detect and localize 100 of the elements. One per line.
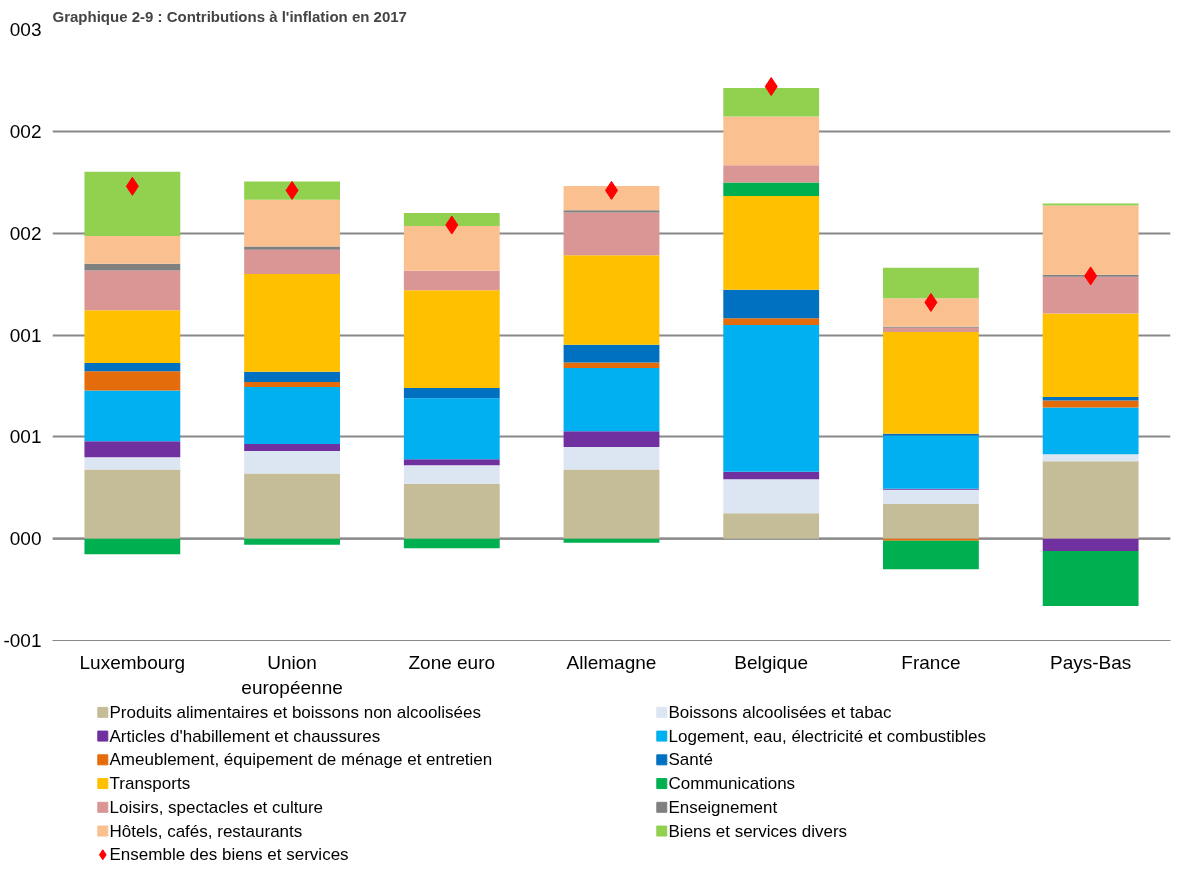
point xyxy=(445,215,459,235)
point xyxy=(1084,266,1098,286)
bar xyxy=(84,270,181,311)
bar xyxy=(883,435,979,489)
bar xyxy=(723,471,820,480)
bar xyxy=(84,363,181,372)
chart-title: Graphique 2-9 : Contributions à l'inflation en 2017 xyxy=(52,7,407,25)
bar xyxy=(1042,550,1139,606)
bar xyxy=(883,489,979,505)
bar xyxy=(244,382,340,387)
bar xyxy=(403,465,500,484)
bar xyxy=(563,185,660,211)
legend-label: Transports xyxy=(109,774,191,794)
bar xyxy=(883,331,979,434)
legend-label: Biens et services divers xyxy=(668,821,848,841)
bar xyxy=(883,327,979,332)
x-tick-label: Allemagne xyxy=(566,651,657,673)
bar xyxy=(563,212,660,256)
bar xyxy=(84,310,181,364)
y-tick-label: 002 xyxy=(9,222,42,244)
bar xyxy=(1042,400,1139,408)
bar xyxy=(403,213,500,227)
bar xyxy=(883,298,979,327)
bar xyxy=(403,483,500,539)
y-tick-label: 001 xyxy=(9,324,42,346)
legend-label: Santé xyxy=(668,750,713,770)
bar xyxy=(84,236,181,264)
x-tick-label: Union européenne xyxy=(241,651,343,698)
bar xyxy=(723,165,820,183)
bar xyxy=(84,171,181,237)
bar xyxy=(883,504,979,539)
bar xyxy=(563,447,660,470)
bar xyxy=(723,87,820,117)
bar xyxy=(883,540,979,570)
y-tick-label: 003 xyxy=(9,19,42,40)
bar xyxy=(244,538,340,545)
bar xyxy=(403,459,500,466)
bar xyxy=(403,387,500,399)
bar xyxy=(563,255,660,345)
y-tick-label: 002 xyxy=(9,120,42,142)
point xyxy=(125,176,139,196)
bar xyxy=(723,196,820,290)
bar xyxy=(403,290,500,388)
bar xyxy=(1042,407,1139,455)
y-tick-label: 001 xyxy=(9,426,42,448)
bar xyxy=(403,538,500,549)
legend-label: Logement, eau, électricité et combustibles xyxy=(668,726,987,746)
bar xyxy=(1042,538,1139,551)
legend-label: Boissons alcoolisées et tabac xyxy=(668,702,893,722)
legend-label: Communications xyxy=(668,774,796,794)
bar xyxy=(403,270,500,291)
legend-label: Loisirs, spectacles et culture xyxy=(109,797,324,817)
x-tick-label: Belgique xyxy=(734,651,809,673)
point xyxy=(924,292,938,312)
bar xyxy=(244,443,340,452)
bar xyxy=(84,457,181,470)
bar xyxy=(244,451,340,474)
bar xyxy=(723,116,820,166)
bar xyxy=(244,386,340,444)
bar xyxy=(84,469,181,539)
bar xyxy=(563,538,660,543)
x-tick-label: Luxembourg xyxy=(79,651,186,673)
bar xyxy=(244,246,340,250)
bar xyxy=(84,371,181,391)
legend-label: Ensemble des biens et services xyxy=(109,845,349,865)
bar xyxy=(403,398,500,460)
bar xyxy=(1042,461,1139,539)
legend-label: Ameublement, équipement de ménage et entretien xyxy=(109,750,493,770)
legend-label: Produits alimentaires et boissons non alcoolisées xyxy=(109,702,481,722)
bar xyxy=(723,318,820,326)
legend-label: Articles d'habillement et chaussures xyxy=(109,726,381,746)
bar xyxy=(1042,205,1139,275)
bar xyxy=(883,538,979,541)
bar xyxy=(563,344,660,363)
bar xyxy=(84,441,181,458)
bar xyxy=(723,325,820,472)
bar xyxy=(84,538,181,555)
bar xyxy=(723,513,820,539)
bar xyxy=(563,469,660,539)
bar xyxy=(1042,454,1139,462)
bar xyxy=(723,479,820,514)
legend-label: Enseignement xyxy=(668,797,778,817)
bar xyxy=(1042,203,1139,206)
bar xyxy=(84,390,181,442)
bar xyxy=(723,182,820,197)
bar xyxy=(244,199,340,247)
bar xyxy=(563,431,660,448)
bar xyxy=(563,362,660,368)
x-tick-label: Zone euro xyxy=(408,651,496,673)
bar xyxy=(563,367,660,432)
bar xyxy=(244,181,340,200)
y-tick-label: 000 xyxy=(9,528,42,550)
y-tick-label: -001 xyxy=(3,630,42,651)
bar xyxy=(244,249,340,275)
bar xyxy=(403,226,500,271)
bar xyxy=(883,267,979,299)
bar xyxy=(244,473,340,539)
bar xyxy=(244,274,340,372)
bar xyxy=(1042,313,1139,397)
x-tick-label: Pays-Bas xyxy=(1049,651,1132,673)
